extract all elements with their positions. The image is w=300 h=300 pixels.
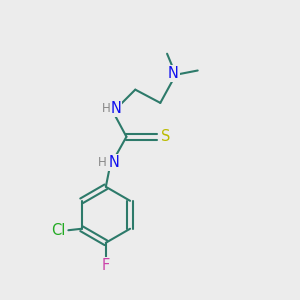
Text: H: H [101, 102, 110, 115]
Text: S: S [161, 129, 170, 144]
Text: H: H [98, 156, 106, 169]
Text: F: F [102, 258, 110, 273]
Text: Cl: Cl [52, 223, 66, 238]
Text: N: N [108, 155, 119, 170]
Text: N: N [111, 101, 122, 116]
Text: N: N [168, 66, 179, 81]
